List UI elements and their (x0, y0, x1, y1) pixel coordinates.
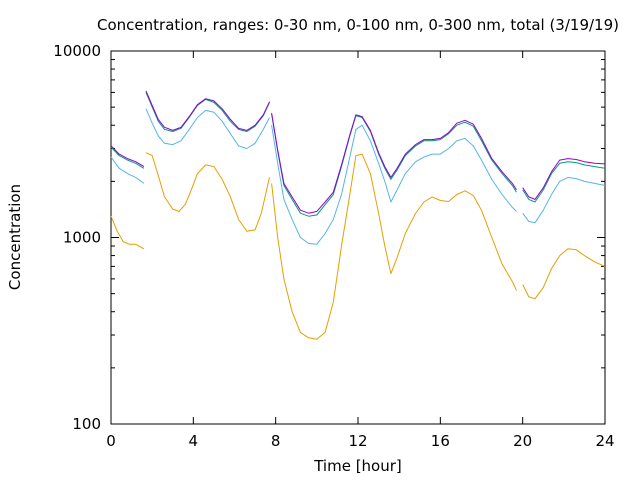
series-1 (110, 152, 606, 340)
series-line-segment (522, 176, 606, 224)
series-line-segment (110, 145, 145, 168)
series-line-segment (522, 161, 606, 203)
series-line-segment (271, 112, 517, 214)
x-tick-label: 16 (431, 432, 450, 450)
plot-area: 0 4 8 12 16 20 24 100 1000 10000 (53, 42, 614, 450)
series-line-segment (271, 113, 517, 217)
series-line-segment (145, 108, 270, 149)
y-tick-label: 10000 (53, 42, 101, 60)
y-minor-ticks (111, 59, 605, 369)
x-tick-label: 12 (348, 432, 367, 450)
y-tick-label: 100 (72, 415, 101, 433)
x-tick-label: 4 (189, 432, 199, 450)
series-line-segment (145, 90, 270, 131)
x-tick-label: 20 (513, 432, 532, 450)
series-line-segment (145, 92, 270, 132)
x-tick-label: 8 (271, 432, 281, 450)
x-axis-ticks: 0 4 8 12 16 20 24 (106, 51, 615, 450)
series-layer (110, 90, 606, 340)
series-line-segment (522, 248, 606, 300)
series-line-segment (522, 158, 606, 200)
series-3 (110, 92, 606, 217)
y-tick-label: 1000 (63, 229, 101, 247)
series-line-segment (145, 152, 270, 232)
series-line-segment (271, 124, 517, 245)
x-axis-label: Time [hour] (313, 457, 402, 475)
series-line-segment (271, 153, 517, 340)
x-tick-label: 24 (595, 432, 614, 450)
y-axis-ticks: 100 1000 10000 (53, 42, 605, 433)
y-axis-label: Concentration (6, 184, 24, 290)
chart-title: Concentration, ranges: 0-30 nm, 0-100 nm… (97, 16, 619, 34)
plot-frame (110, 50, 606, 425)
series-2 (110, 108, 606, 245)
series-4 (110, 90, 606, 214)
series-line-segment (110, 146, 145, 169)
x-tick-label: 0 (106, 432, 116, 450)
series-line-segment (110, 216, 145, 250)
series-line-segment (110, 156, 145, 184)
